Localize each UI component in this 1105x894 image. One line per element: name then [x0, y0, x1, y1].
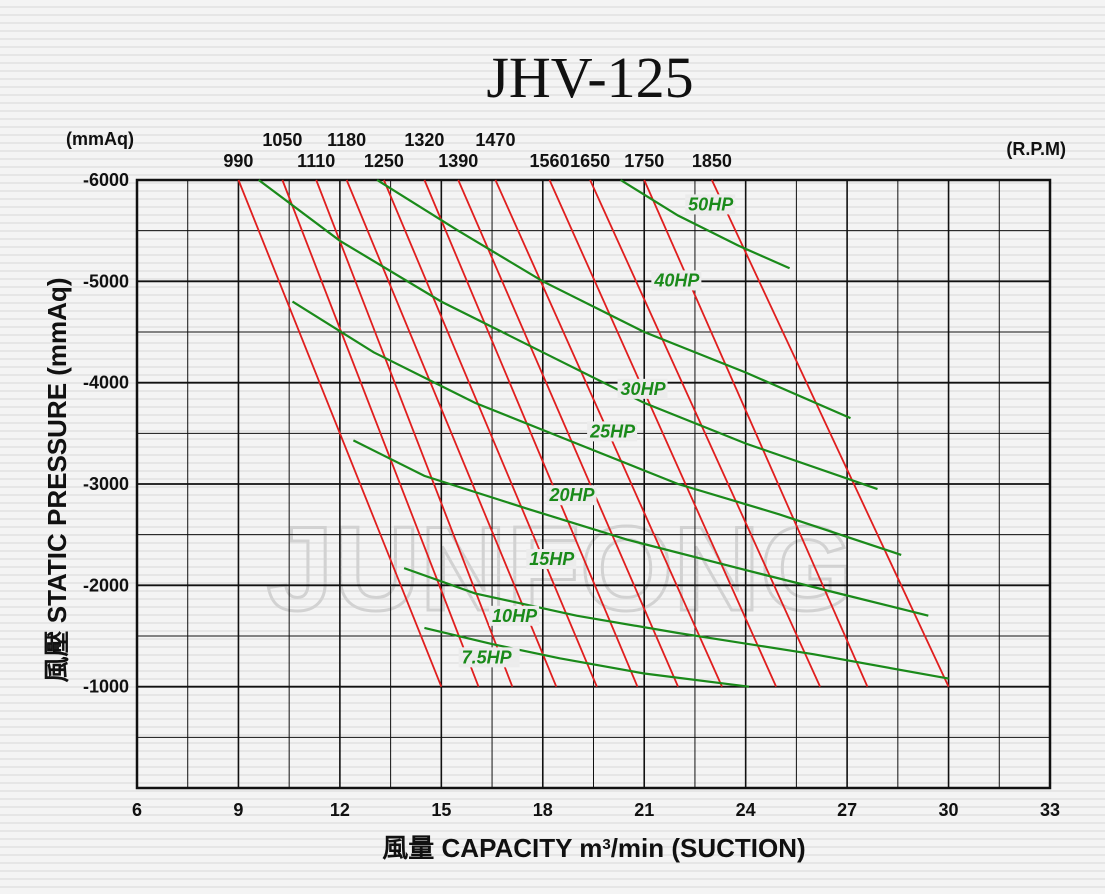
hp-label-bg: [617, 378, 668, 399]
hp-label-bg: [685, 194, 736, 215]
hp-label-bg: [587, 421, 638, 442]
hp-curve-7.5HP: [424, 626, 750, 688]
chart-title: JHV-125: [486, 45, 693, 110]
hp-curve-25HP: [258, 179, 878, 491]
x-tick-label: 12: [330, 800, 350, 820]
x-axis-title-main: 風量 CAPACITY m: [382, 833, 602, 863]
y-tick-label: -6000: [83, 170, 129, 190]
hp-label-40HP: 40HP: [653, 270, 700, 290]
rpm-label-1560: 1560: [530, 151, 570, 171]
hp-label-7.5HP: 7.5HP: [462, 647, 513, 667]
rpm-label-1250: 1250: [364, 151, 404, 171]
hp-curves: [258, 179, 949, 688]
hp-label-bg: [546, 485, 597, 506]
hp-label-bg: [489, 605, 540, 626]
y-axis-title: 風壓 STATIC PRESSURE (mmAq): [42, 278, 72, 683]
hp-label-bg: [458, 647, 520, 668]
rpm-label-1050: 1050: [262, 130, 302, 150]
x-axis-title-sup: 3: [602, 836, 610, 853]
rpm-line-1850: [711, 179, 950, 688]
plot-frame: [135, 178, 1052, 790]
y-tick-label: -1000: [83, 677, 129, 697]
hp-curve-10HP: [403, 567, 949, 680]
x-tick-label: 27: [837, 800, 857, 820]
x-tick-label: 9: [233, 800, 243, 820]
hp-curve-20HP: [291, 300, 902, 556]
hp-label-15HP: 15HP: [529, 549, 575, 569]
x-tick-label: 15: [431, 800, 451, 820]
y-tick-label: -3000: [83, 474, 129, 494]
y-unit-label: (mmAq): [66, 129, 134, 149]
y-tick-label: -5000: [83, 271, 129, 291]
hp-label-30HP: 30HP: [621, 379, 667, 399]
rpm-unit-label: (R.P.M): [1006, 139, 1066, 159]
y-tick-label: -4000: [83, 373, 129, 393]
grid: [135, 178, 1052, 790]
rpm-line-1750: [643, 179, 869, 688]
hp-label-bg: [651, 270, 702, 291]
rpm-line-1650: [589, 179, 821, 688]
rpm-line-1180: [345, 179, 558, 688]
rpm-label-1320: 1320: [404, 130, 444, 150]
x-tick-label: 6: [132, 800, 142, 820]
rpm-line-1390: [457, 179, 679, 688]
hp-label-20HP: 20HP: [549, 485, 596, 505]
x-tick-label: 30: [939, 800, 959, 820]
x-tick-label: 24: [736, 800, 756, 820]
rpm-line-1560: [548, 179, 777, 688]
rpm-line-1110: [315, 179, 514, 687]
x-tick-label: 21: [634, 800, 654, 820]
rpm-line-990: [237, 179, 443, 688]
rpm-label-1650: 1650: [570, 151, 610, 171]
hp-label-25HP: 25HP: [589, 421, 636, 441]
hp-label-50HP: 50HP: [688, 194, 734, 214]
rpm-label-1470: 1470: [475, 130, 515, 150]
rpm-label-990: 990: [223, 151, 253, 171]
rpm-label-1180: 1180: [327, 130, 366, 150]
rpm-label-1110: 1110: [297, 151, 335, 171]
hp-curve-40HP: [620, 179, 791, 270]
x-tick-label: 33: [1040, 800, 1060, 820]
x-tick-label: 18: [533, 800, 553, 820]
hp-label-bg: [526, 549, 577, 570]
rpm-label-1750: 1750: [624, 151, 664, 171]
x-axis-title-rest: /min (SUCTION): [611, 833, 806, 863]
hp-curve-15HP: [352, 439, 929, 617]
axis-ticks: 6 9 12 15 18 21 24 27 30 33 -6000 -5000 -4000 -3000 -2…: [83, 170, 1060, 820]
rpm-label-1850: 1850: [692, 151, 732, 171]
rpm-line-1250: [383, 179, 598, 688]
rpm-line-1320: [423, 179, 639, 688]
hp-curve-30HP: [376, 179, 851, 420]
x-axis-title: 風量 CAPACITY m3/min (SUCTION): [382, 833, 805, 863]
rpm-line-1050: [281, 179, 480, 687]
y-tick-label: -2000: [83, 575, 129, 595]
rpm-label-1390: 1390: [438, 151, 478, 171]
hp-label-10HP: 10HP: [492, 606, 538, 626]
rpm-curves: [237, 179, 950, 688]
